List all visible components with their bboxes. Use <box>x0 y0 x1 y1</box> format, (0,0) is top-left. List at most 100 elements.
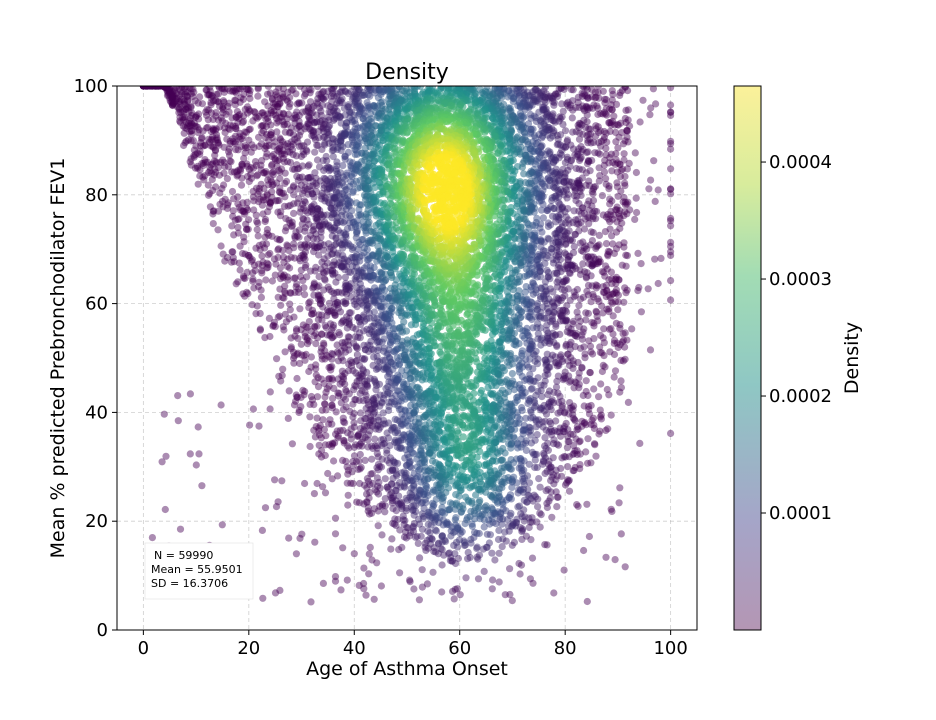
scatter-point <box>306 298 314 306</box>
scatter-point <box>480 523 488 531</box>
scatter-point <box>147 86 155 90</box>
scatter-point <box>266 405 274 413</box>
scatter-point <box>482 502 490 510</box>
scatter-point <box>646 346 655 354</box>
scatter-point <box>187 86 195 93</box>
scatter-point <box>611 556 619 564</box>
scatter-point <box>344 501 352 509</box>
scatter-point <box>199 161 207 169</box>
scatter-point <box>153 86 161 90</box>
scatter-point <box>141 86 149 90</box>
scatter-point <box>208 91 216 100</box>
scatter-point <box>142 86 150 90</box>
scatter-point <box>580 546 588 555</box>
scatter-point <box>257 293 265 301</box>
scatter-point <box>207 136 215 144</box>
scatter-point <box>145 86 153 90</box>
scatter-point <box>142 86 150 90</box>
scatter-point <box>590 385 598 393</box>
scatter-point <box>553 503 561 511</box>
scatter-point <box>210 97 218 105</box>
scatter-point <box>508 370 516 378</box>
scatter-point <box>534 330 542 338</box>
scatter-point <box>644 285 652 293</box>
scatter-point <box>377 582 385 590</box>
scatter-point <box>583 597 591 606</box>
scatter-point <box>541 434 549 442</box>
scatter-point <box>362 591 370 599</box>
scatter-point <box>614 306 622 314</box>
scatter-point <box>166 89 174 97</box>
scatter-point <box>587 228 595 236</box>
scatter-point <box>570 207 578 215</box>
scatter-point <box>157 86 165 90</box>
scatter-point <box>192 142 200 150</box>
scatter-point <box>245 216 253 224</box>
scatter-point <box>667 165 675 173</box>
scatter-point <box>188 121 196 129</box>
scatter-point <box>281 193 289 201</box>
scatter-point <box>207 109 216 117</box>
scatter-point <box>152 86 160 90</box>
scatter-point <box>595 430 603 438</box>
scatter-point <box>319 483 327 491</box>
scatter-point <box>491 556 499 564</box>
scatter-point <box>140 86 148 90</box>
scatter-point <box>323 157 331 165</box>
scatter-point <box>174 417 182 425</box>
scatter-point <box>182 88 190 96</box>
scatter-point <box>667 145 675 153</box>
scatter-point <box>616 484 624 492</box>
scatter-point <box>363 368 371 376</box>
scatter-point <box>290 313 298 321</box>
scatter-point <box>139 86 147 90</box>
scatter-point <box>344 148 352 156</box>
scatter-point <box>195 110 203 118</box>
scatter-point <box>198 482 206 490</box>
scatter-point <box>356 450 364 459</box>
scatter-point <box>355 457 363 465</box>
scatter-point <box>303 147 311 155</box>
scatter-point <box>384 434 393 442</box>
scatter-point <box>548 513 556 521</box>
scatter-point <box>377 463 386 471</box>
scatter-point <box>159 86 167 90</box>
scatter-point <box>574 121 582 129</box>
scatter-point <box>204 181 212 189</box>
scatter-point <box>144 86 153 90</box>
scatter-point <box>205 91 213 99</box>
scatter-point <box>547 477 555 485</box>
scatter-point <box>173 103 181 111</box>
scatter-point <box>165 87 173 95</box>
scatter-point <box>667 429 675 437</box>
scatter-point <box>617 356 625 364</box>
scatter-point <box>149 86 157 90</box>
scatter-point <box>560 566 568 574</box>
scatter-point <box>206 87 214 95</box>
scatter-point <box>153 86 161 90</box>
scatter-point <box>192 112 201 120</box>
scatter-point <box>300 284 308 292</box>
scatter-point <box>166 97 174 105</box>
scatter-point <box>196 166 204 174</box>
scatter-point <box>350 409 358 417</box>
scatter-point <box>579 260 587 268</box>
scatter-point <box>167 86 175 94</box>
scatter-point <box>142 86 150 90</box>
scatter-point <box>177 96 185 104</box>
scatter-point <box>357 463 365 471</box>
scatter-point <box>451 550 459 558</box>
scatter-point <box>178 86 186 91</box>
scatter-point <box>628 325 636 333</box>
scatter-point <box>207 101 215 109</box>
scatter-point <box>550 101 558 109</box>
scatter-point <box>274 498 282 506</box>
scatter-point <box>176 117 184 125</box>
scatter-point <box>139 86 147 90</box>
scatter-point <box>173 95 181 103</box>
scatter-point <box>155 86 163 90</box>
scatter-point <box>206 86 214 91</box>
scatter-point <box>146 86 154 90</box>
scatter-point <box>187 122 195 130</box>
scatter-point <box>375 380 384 388</box>
